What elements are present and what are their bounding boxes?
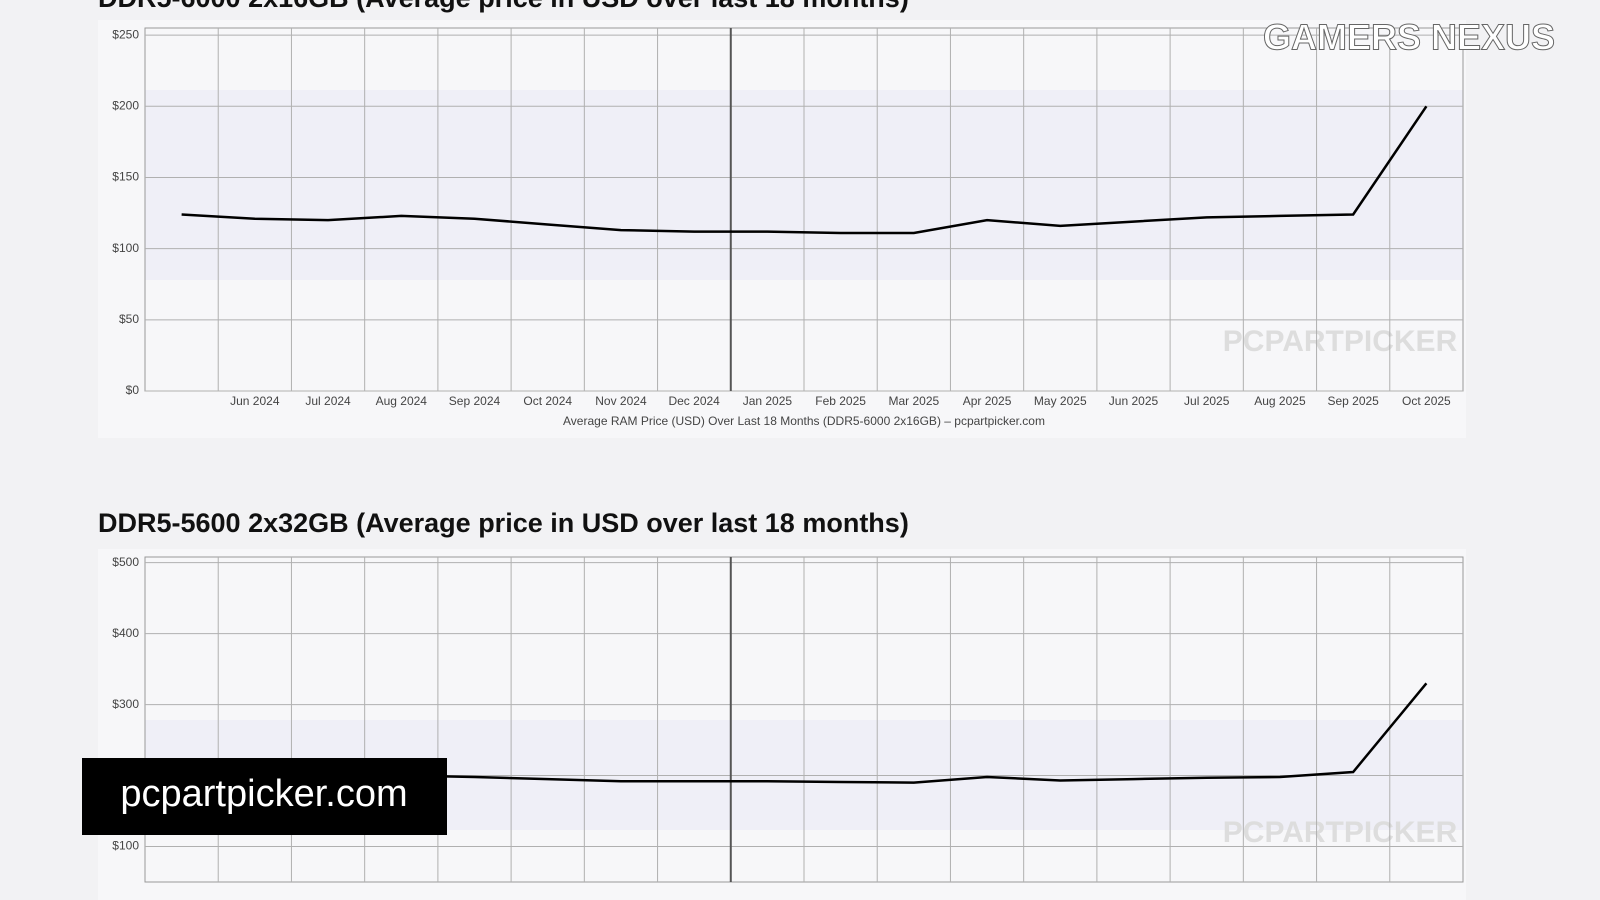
y-tick-label: $0 — [126, 383, 140, 397]
x-tick-label: Sep 2024 — [449, 394, 501, 408]
logo: GAMERS NEXUS — [1263, 17, 1555, 58]
x-tick-label: Aug 2025 — [1254, 394, 1306, 408]
x-tick-label: Jun 2024 — [230, 394, 280, 408]
x-tick-label: Dec 2024 — [668, 394, 720, 408]
watermark: PCPARTPICKER — [1223, 325, 1458, 358]
chart-title: DDR5-5600 2x32GB (Average price in USD o… — [98, 508, 909, 538]
x-tick-label: Oct 2024 — [523, 394, 572, 408]
y-tick-label: $200 — [112, 98, 139, 112]
x-tick-label: Aug 2024 — [376, 394, 428, 408]
x-tick-label: Feb 2025 — [815, 394, 866, 408]
x-tick-label: Oct 2025 — [1402, 394, 1451, 408]
y-tick-label: $150 — [112, 170, 139, 184]
y-tick-label: $300 — [112, 697, 139, 711]
x-axis-label: Average RAM Price (USD) Over Last 18 Mon… — [563, 414, 1045, 428]
y-tick-label: $500 — [112, 555, 139, 569]
price-line — [181, 105, 1428, 235]
x-tick-label: Jul 2025 — [1184, 394, 1230, 408]
caption-box — [82, 758, 447, 835]
watermark: PCPARTPICKER — [1223, 816, 1458, 849]
x-tick-label: Apr 2025 — [963, 394, 1012, 408]
y-tick-label: $400 — [112, 626, 139, 640]
caption: pcpartpicker.com — [120, 773, 407, 815]
y-tick-label: $250 — [112, 27, 139, 41]
x-tick-label: Jun 2025 — [1109, 394, 1159, 408]
y-tick-label: $100 — [112, 839, 139, 853]
x-tick-label: Nov 2024 — [595, 394, 647, 408]
x-tick-label: Jan 2025 — [743, 394, 793, 408]
x-tick-label: Jul 2024 — [305, 394, 351, 408]
y-tick-label: $50 — [119, 312, 139, 326]
y-tick-label: $100 — [112, 241, 139, 255]
x-tick-label: May 2025 — [1034, 394, 1087, 408]
x-tick-label: Sep 2025 — [1327, 394, 1379, 408]
x-tick-label: Mar 2025 — [888, 394, 939, 408]
chart-title: DDR5-6000 2x16GB (Average price in USD o… — [98, 0, 909, 13]
charts: DDR5-6000 2x16GB (Average price in USD o… — [98, 0, 1464, 883]
